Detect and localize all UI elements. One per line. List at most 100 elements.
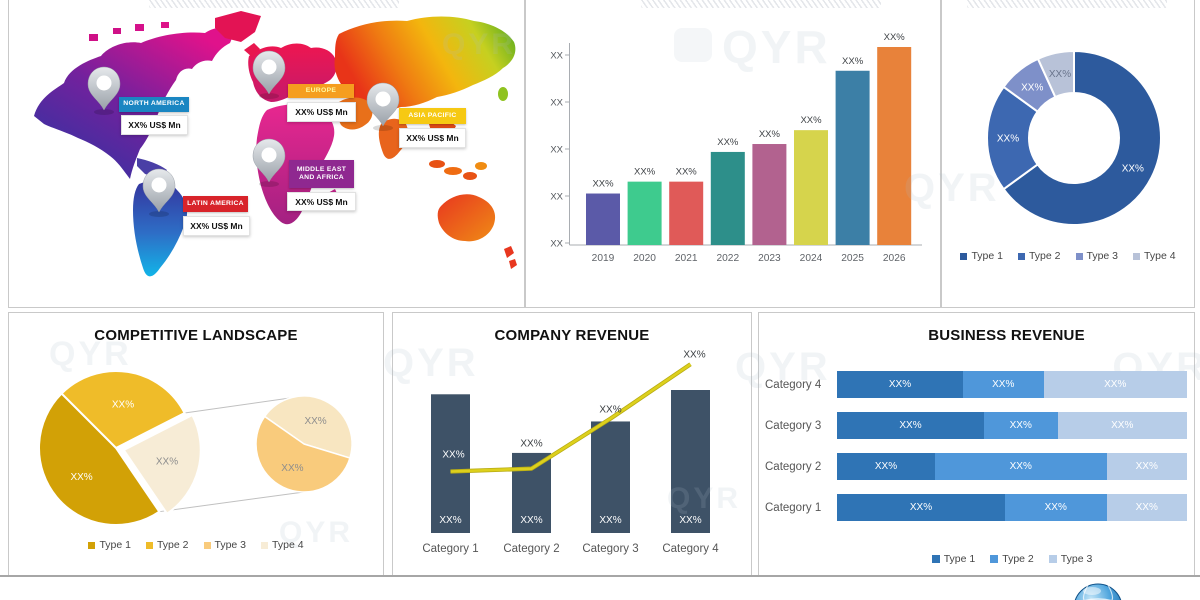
- legend-label: Type 3: [1060, 553, 1093, 565]
- legend-swatch: [1075, 252, 1083, 260]
- main-pie-slice: [60, 370, 186, 450]
- legend-label: Type 3: [1086, 250, 1119, 262]
- type-share-donut: XX% XX% XX% XX%: [986, 49, 1162, 226]
- pie-legend: Type 1 Type 2 Type 3 Type 4: [9, 539, 383, 551]
- legend-label: Type 1: [971, 250, 1003, 262]
- segment-type-2: XX%: [1005, 494, 1107, 521]
- segment-type-3: XX%: [1106, 453, 1187, 480]
- chart-label: XX%: [717, 137, 739, 148]
- greenland: [215, 11, 261, 42]
- chart-label: 2019: [592, 253, 615, 264]
- chart-label: XX: [550, 145, 563, 156]
- connector-line: [159, 491, 305, 513]
- donut-slice-type-4: [1036, 49, 1075, 99]
- bar-2019: [586, 193, 620, 245]
- slice: [122, 413, 202, 516]
- chart-label: Category 1: [422, 543, 478, 555]
- bar-2021: [669, 181, 704, 245]
- region-value-label: XX% US$ Mn: [399, 128, 466, 148]
- connector-line: [184, 395, 305, 414]
- region-value-label: XX% US$ Mn: [287, 102, 356, 122]
- legend-label: Type 2: [1028, 250, 1061, 262]
- chart-label: XX%: [884, 32, 906, 43]
- row-category-label: Category 4: [765, 378, 822, 391]
- panel-business-revenue: QYR QYR BUSINESS REVENUE Category 4 XX% XX…: [735, 312, 1200, 577]
- chart-label: Category 4: [662, 543, 719, 555]
- chart-label: XX: [550, 192, 563, 203]
- chart-label: XX%: [70, 472, 92, 483]
- chart-label: XX%: [599, 515, 621, 526]
- japan: [498, 87, 508, 101]
- legend-item: Type 2: [990, 553, 1034, 565]
- legend-swatch: [990, 555, 999, 563]
- chart-label: XX%: [997, 134, 1019, 145]
- stacked-legend: Type 1 Type 2 Type 3: [837, 553, 1187, 565]
- competitive-pie-of-pie: XX% XX% XX% XX% XX%: [38, 370, 353, 526]
- region-name-label: NORTH AMERICA: [119, 97, 189, 112]
- globe-logo: [1074, 583, 1122, 600]
- chart-label: 2026: [883, 253, 906, 264]
- row-category-label: Category 2: [765, 460, 822, 473]
- qyr-logo-watermark: [674, 28, 712, 62]
- legend-swatch: [203, 541, 211, 549]
- footer-strip: [0, 577, 1200, 600]
- legend-label: Type 1: [99, 539, 131, 551]
- segment-type-2: XX%: [963, 371, 1044, 398]
- segment-type-2: XX%: [935, 453, 1107, 480]
- legend-swatch: [1133, 252, 1141, 260]
- stacked-bar-category-4: XX% XX% XX%: [837, 371, 1187, 398]
- legend-swatch: [1017, 252, 1025, 260]
- region-value-label: XX% US$ Mn: [183, 216, 250, 236]
- main-pie-slice: [122, 413, 202, 516]
- chart-label: XX%: [1049, 69, 1071, 80]
- chart-label: XX%: [599, 405, 621, 416]
- legend-label: Type 4: [272, 539, 304, 551]
- chart-label: XX%: [759, 129, 781, 140]
- legend-item: Type 4: [1133, 250, 1176, 262]
- chart-label: XX%: [156, 457, 178, 468]
- legend-swatch: [261, 541, 269, 549]
- legend-item: Type 1: [931, 553, 975, 565]
- chart-label: Category 2: [503, 543, 559, 555]
- chart-label: 2023: [758, 253, 781, 264]
- legend-label: Type 4: [1144, 250, 1176, 262]
- continent-south-america: [133, 180, 188, 277]
- donut-legend: Type 1 Type 2 Type 3 Type 4: [942, 250, 1194, 262]
- legend-label: Type 2: [1002, 553, 1034, 565]
- stacked-bar-category-3: XX% XX% XX%: [837, 412, 1187, 439]
- stacked-bar-category-1: XX% XX% XX%: [837, 494, 1187, 521]
- segment-type-3: XX%: [1106, 494, 1187, 521]
- panel-competitive-landscape: QYR QYR COMPETITIVE LANDSCAPE XX% XX% XX% X…: [8, 312, 384, 577]
- pin-asia-pacific: [366, 82, 400, 131]
- chart-label: XX%: [304, 416, 326, 427]
- legend-label: Type 3: [214, 539, 247, 551]
- region-value-label: XX% US$ Mn: [121, 115, 188, 135]
- chart-label: XX: [550, 51, 563, 62]
- chart-label: XX%: [634, 167, 656, 178]
- legend-item: Type 1: [88, 539, 131, 551]
- business-revenue-title: BUSINESS REVENUE: [928, 327, 1085, 344]
- pin-europe: [252, 50, 286, 99]
- chart-label: XX%: [676, 167, 698, 178]
- segment-type-1: XX%: [837, 371, 963, 398]
- bar-category-4: [671, 390, 710, 533]
- panel-market-bar-chart: QYR XX XX XX XX XX XX% 2019 XX% 2020 XX% 2021 XX% 20…: [525, 0, 941, 308]
- chart-label: XX%: [1021, 82, 1043, 93]
- chart-label: XX%: [520, 515, 542, 526]
- legend-item: Type 2: [1017, 250, 1061, 262]
- chart-label: XX: [550, 98, 563, 109]
- cropped-title-remnant: [149, 0, 399, 8]
- pin-middle-east-africa: [252, 138, 286, 187]
- company-revenue-title: COMPANY REVENUE: [494, 327, 650, 344]
- chart-label: Category 3: [582, 543, 638, 555]
- legend-item: Type 4: [261, 539, 304, 551]
- trend-line-shadow: [450, 362, 692, 474]
- region-name-label: LATIN AMERICA: [183, 196, 248, 212]
- chart-label: 2022: [716, 253, 739, 264]
- region-name-label: ASIA PACIFIC: [399, 108, 466, 124]
- segment-type-1: XX%: [837, 412, 984, 439]
- continent-asia: [334, 16, 516, 180]
- company-revenue-chart: XX% Category 1 XX% Category 2 XX% Category 3 X…: [422, 349, 719, 555]
- bar-category-1: [431, 394, 470, 533]
- row-category-label: Category 3: [765, 419, 822, 432]
